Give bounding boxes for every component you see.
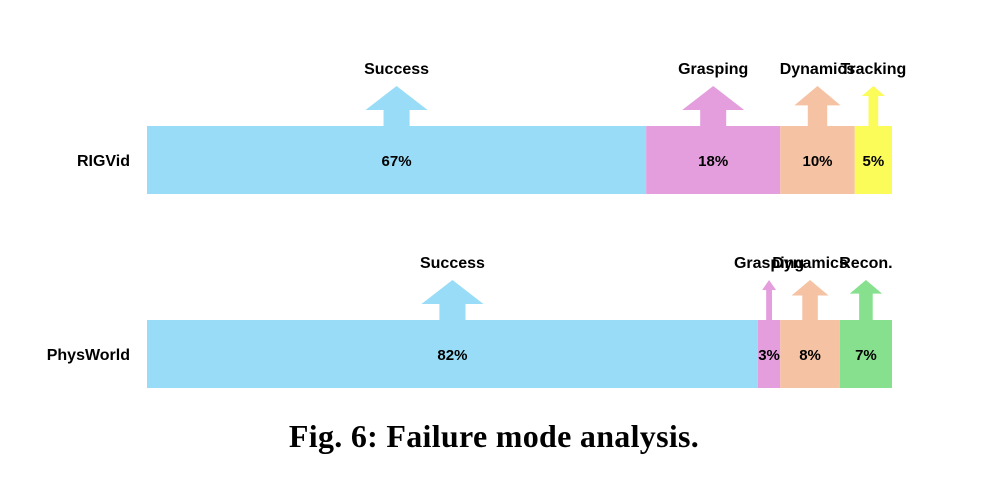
value-label-rigvid-dynamics: 10% xyxy=(802,153,832,170)
bar-segment-rigvid-dynamics xyxy=(780,126,855,194)
value-label-rigvid-tracking: 5% xyxy=(863,153,885,170)
arrow-physworld-recon xyxy=(849,280,883,320)
arrow-physworld-success xyxy=(421,280,484,320)
value-label-physworld-dynamics: 8% xyxy=(799,347,821,364)
bar-segment-physworld-dynamics xyxy=(780,320,840,388)
bar-segment-rigvid-success xyxy=(147,126,647,194)
bar-segment-physworld-recon xyxy=(839,320,892,388)
bar-segment-rigvid-grasping xyxy=(646,126,781,194)
category-label-rigvid-tracking: Tracking xyxy=(840,61,906,78)
failure-mode-chart: RIGVid 67% Success 18% Grasping 10% Dynamics 5%… xyxy=(47,61,906,388)
category-label-physworld-success: Success xyxy=(420,255,485,272)
category-label-physworld-dynamics: Dynamics xyxy=(772,255,848,272)
bar-segment-physworld-success xyxy=(147,320,758,388)
category-label-physworld-recon: Recon. xyxy=(839,255,892,272)
arrow-rigvid-grasping xyxy=(682,86,745,126)
value-label-physworld-success: 82% xyxy=(437,347,467,364)
category-label-rigvid-success: Success xyxy=(364,61,429,78)
category-label-rigvid-dynamics: Dynamics xyxy=(780,61,856,78)
value-label-physworld-recon: 7% xyxy=(855,347,877,364)
arrow-rigvid-dynamics xyxy=(794,86,841,126)
arrow-rigvid-tracking xyxy=(861,86,885,126)
category-label-physworld-grasping: Grasping xyxy=(734,255,804,272)
bar-segment-rigvid-tracking xyxy=(854,126,892,194)
value-label-rigvid-success: 67% xyxy=(382,153,412,170)
bar-segment-physworld-grasping xyxy=(757,320,781,388)
value-label-physworld-grasping: 3% xyxy=(758,347,780,364)
value-label-rigvid-grasping: 18% xyxy=(698,153,728,170)
row-label-rigvid: RIGVid xyxy=(77,153,130,170)
category-label-rigvid-grasping: Grasping xyxy=(678,61,748,78)
chart-svg: RIGVid 67% Success 18% Grasping 10% Dynamics 5%… xyxy=(47,61,906,388)
figure-caption: Fig. 6: Failure mode analysis. xyxy=(288,418,700,454)
arrow-physworld-dynamics xyxy=(791,280,829,320)
arrow-physworld-grasping xyxy=(762,280,777,320)
row-label-physworld: PhysWorld xyxy=(47,347,130,364)
arrow-rigvid-success xyxy=(365,86,428,126)
